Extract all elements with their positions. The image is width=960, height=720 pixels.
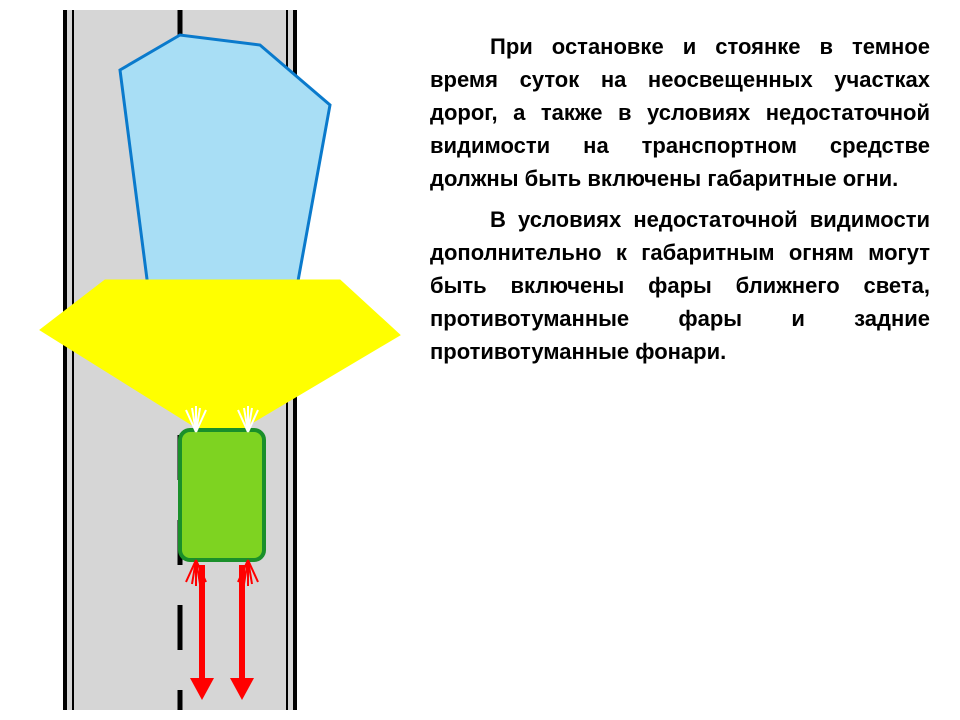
- paragraph-2-text: В условиях недостаточной видимости допол…: [430, 207, 930, 364]
- road-diagram-svg: [0, 0, 420, 720]
- text-panel: При остановке и стоянке в темное время с…: [420, 0, 960, 720]
- page-container: При остановке и стоянке в темное время с…: [0, 0, 960, 720]
- paragraph-2: В условиях недостаточной видимости допол…: [430, 203, 930, 368]
- vehicle-body: [180, 430, 264, 560]
- diagram-panel: [0, 0, 420, 720]
- paragraph-1: При остановке и стоянке в темное время с…: [430, 30, 930, 195]
- paragraph-1-text: При остановке и стоянке в темное время с…: [430, 34, 930, 191]
